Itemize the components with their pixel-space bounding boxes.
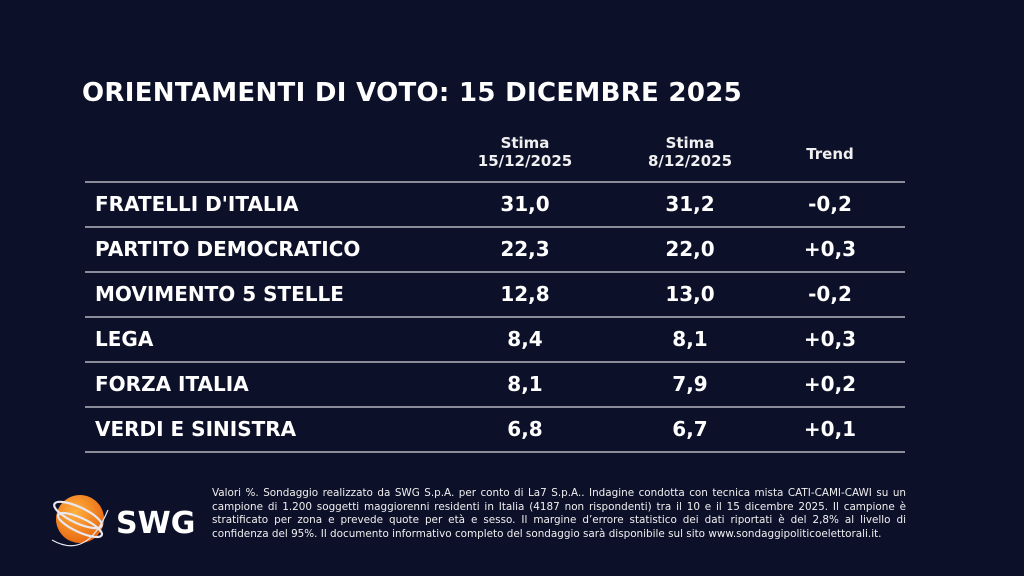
table-row: MOVIMENTO 5 STELLE 12,8 13,0 -0,2	[85, 271, 905, 316]
trend-value: +0,2	[803, 372, 857, 396]
previous-estimate: 6,7	[672, 417, 708, 441]
previous-estimate: 7,9	[672, 372, 708, 396]
trend-value: +0,1	[803, 417, 857, 441]
table-row: LEGA 8,4 8,1 +0,3	[85, 316, 905, 361]
previous-estimate: 31,2	[665, 192, 715, 216]
party-name: PARTITO DEMOCRATICO	[95, 237, 361, 261]
trend-value: +0,3	[803, 237, 857, 261]
swg-logo: SWG	[42, 485, 212, 555]
party-name: MOVIMENTO 5 STELLE	[95, 282, 344, 306]
current-estimate: 8,4	[507, 327, 543, 351]
trend-value: -0,2	[808, 282, 852, 306]
party-name: FRATELLI D'ITALIA	[95, 192, 299, 216]
table-row: FRATELLI D'ITALIA 31,0 31,2 -0,2	[85, 181, 905, 226]
header-date: 15/12/2025	[477, 152, 573, 170]
header-previous-estimate: Stima 8/12/2025	[620, 134, 760, 170]
poll-table: FRATELLI D'ITALIA 31,0 31,2 -0,2 PARTITO DE…	[85, 181, 905, 453]
header-date: 8/12/2025	[647, 152, 733, 170]
header-label: Stima	[665, 134, 715, 152]
header-label: Stima	[500, 134, 550, 152]
party-name: FORZA ITALIA	[95, 372, 249, 396]
table-row: VERDI E SINISTRA 6,8 6,7 +0,1	[85, 406, 905, 453]
previous-estimate: 8,1	[672, 327, 708, 351]
previous-estimate: 13,0	[665, 282, 715, 306]
current-estimate: 31,0	[500, 192, 550, 216]
party-name: VERDI E SINISTRA	[95, 417, 297, 441]
globe-icon: SWG	[51, 495, 195, 547]
header-current-estimate: Stima 15/12/2025	[455, 134, 595, 170]
header-trend: Trend	[806, 145, 854, 163]
trend-value: -0,2	[808, 192, 852, 216]
trend-value: +0,3	[803, 327, 857, 351]
page-title: ORIENTAMENTI DI VOTO: 15 DICEMBRE 2025	[82, 78, 742, 108]
table-row: PARTITO DEMOCRATICO 22,3 22,0 +0,3	[85, 226, 905, 271]
previous-estimate: 22,0	[665, 237, 715, 261]
methodology-footnote: Valori %. Sondaggio realizzato da SWG S.…	[212, 487, 906, 540]
table-row: FORZA ITALIA 8,1 7,9 +0,2	[85, 361, 905, 406]
current-estimate: 12,8	[500, 282, 550, 306]
party-name: LEGA	[95, 327, 154, 351]
current-estimate: 6,8	[507, 417, 543, 441]
current-estimate: 22,3	[500, 237, 550, 261]
current-estimate: 8,1	[507, 372, 543, 396]
svg-text:SWG: SWG	[116, 506, 195, 541]
